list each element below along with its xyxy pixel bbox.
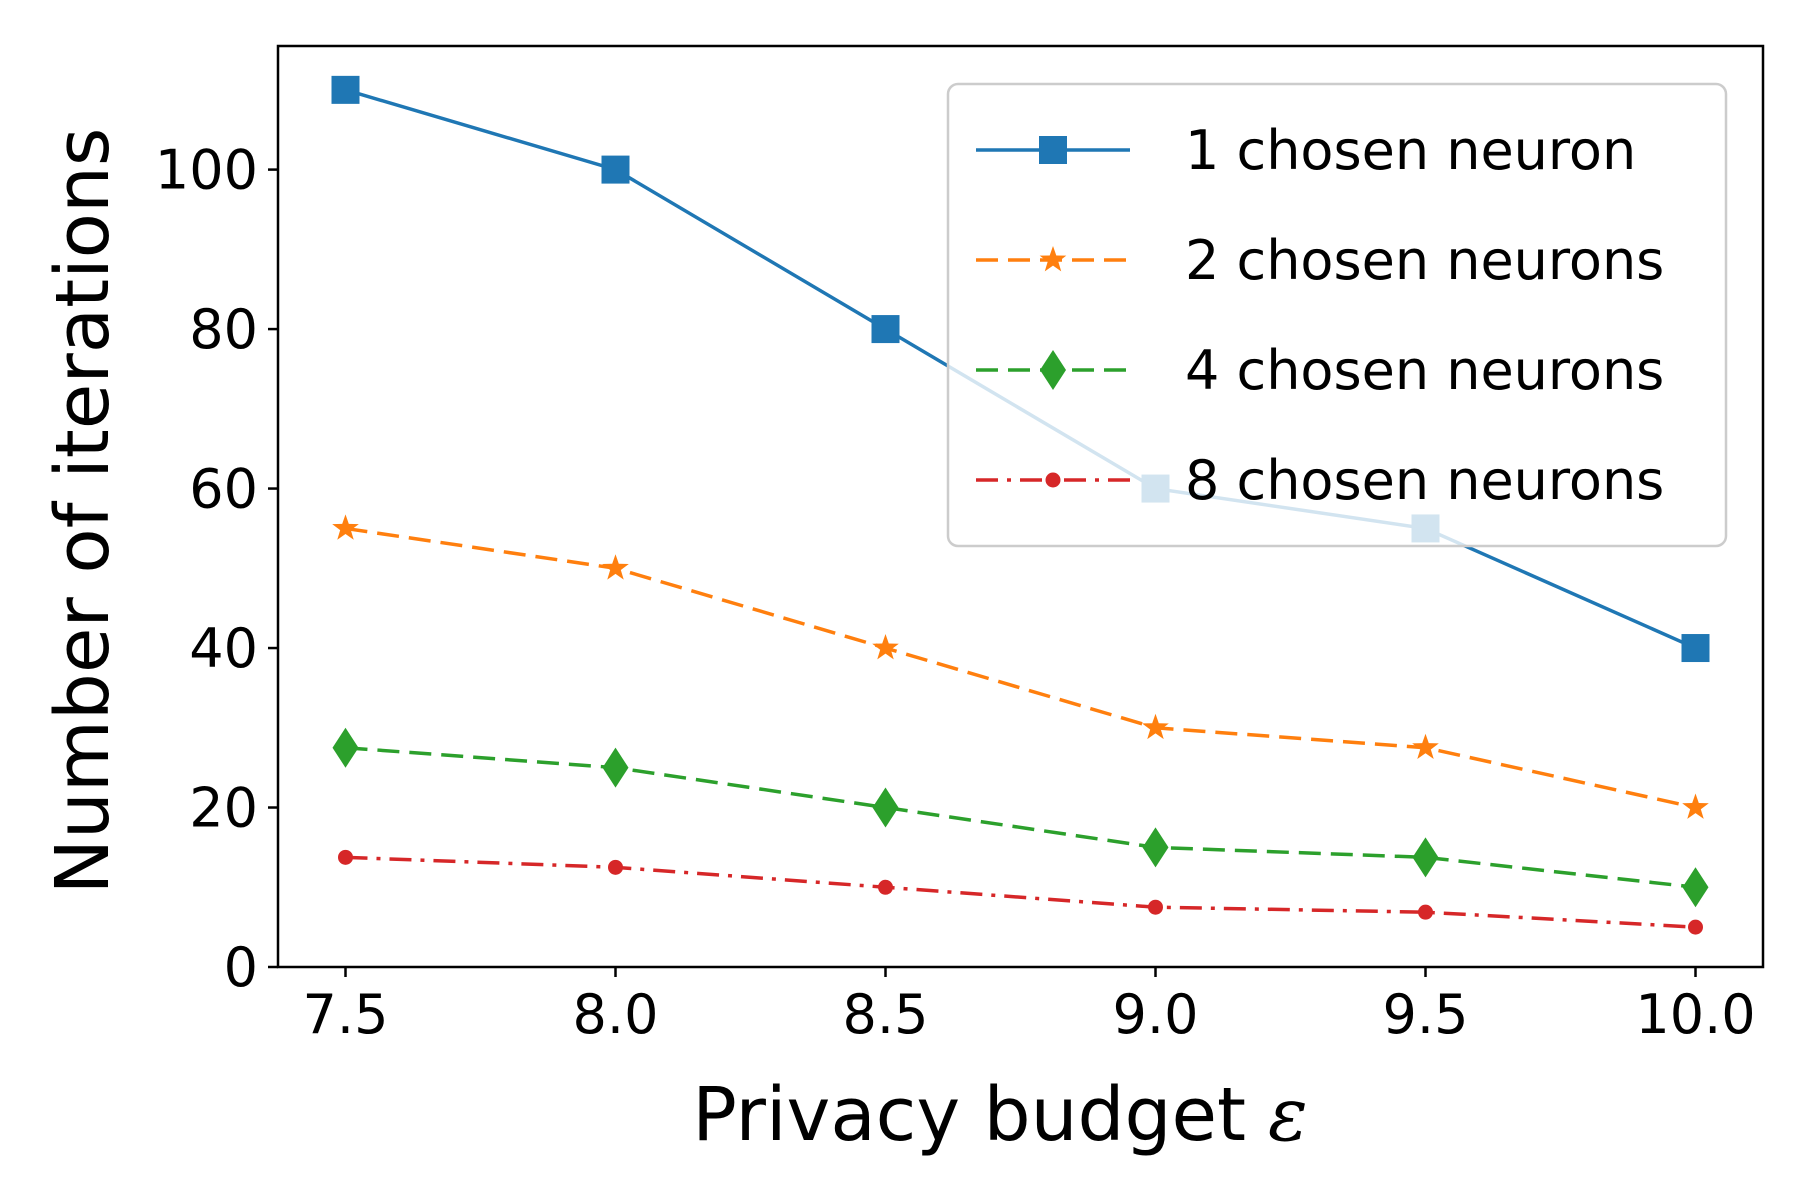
y-axis-ticks: 0 20 40 60 80 100 xyxy=(155,139,278,999)
x-axis-ticks: 7.5 8.0 8.5 9.0 9.5 10.0 xyxy=(303,967,1756,1046)
data-point xyxy=(602,747,629,788)
data-point xyxy=(602,554,629,580)
y-tick-label: 20 xyxy=(189,777,258,840)
data-point xyxy=(1688,919,1703,935)
y-tick-label: 80 xyxy=(189,298,258,361)
data-point xyxy=(331,75,360,104)
x-axis-title: Privacy budget ε xyxy=(692,1072,1308,1158)
data-point xyxy=(878,879,893,895)
legend-label: 4 chosen neurons xyxy=(1185,339,1664,402)
legend-box xyxy=(946,82,1728,548)
data-point xyxy=(332,727,359,768)
x-axis-title-symbol: ε xyxy=(1268,1072,1308,1158)
series-line-4 xyxy=(345,855,1696,929)
legend: 1 chosen neuron 2 chosen neurons 4 chosen … xyxy=(946,82,1728,548)
series-line-2 xyxy=(345,526,1696,810)
data-point xyxy=(1142,713,1169,740)
data-point xyxy=(608,859,623,875)
x-tick-label: 8.0 xyxy=(573,983,659,1046)
data-point xyxy=(1682,867,1709,908)
legend-label: 1 chosen neuron xyxy=(1185,119,1636,182)
x-tick-label: 8.5 xyxy=(843,983,929,1046)
x-tick-label: 9.0 xyxy=(1113,983,1199,1046)
data-point xyxy=(1418,904,1433,920)
data-point xyxy=(1412,837,1439,878)
data-point xyxy=(871,315,900,344)
y-tick-label: 40 xyxy=(189,617,258,680)
y-axis-title: Number of iterations xyxy=(40,128,126,895)
x-tick-label: 10.0 xyxy=(1635,983,1755,1046)
plot-frame xyxy=(276,44,1765,969)
x-tick-label: 7.5 xyxy=(303,983,389,1046)
legend-swatch-marker xyxy=(1039,246,1067,272)
legend-swatch-marker xyxy=(1039,136,1067,164)
data-point xyxy=(338,849,353,865)
data-point xyxy=(601,155,630,184)
series-line-3 xyxy=(345,745,1696,889)
data-point xyxy=(332,514,359,540)
data-point xyxy=(872,787,899,828)
data-point xyxy=(1148,899,1163,915)
data-point xyxy=(1142,827,1169,868)
legend-label: 8 chosen neurons xyxy=(1185,449,1664,512)
y-tick-label: 100 xyxy=(155,139,258,202)
x-axis-title-text: Privacy budget xyxy=(692,1072,1246,1158)
x-tick-label: 9.5 xyxy=(1383,983,1469,1046)
data-point xyxy=(1681,634,1710,663)
legend-label: 2 chosen neurons xyxy=(1185,229,1664,292)
y-tick-label: 0 xyxy=(224,936,258,999)
data-point xyxy=(872,634,899,660)
data-point xyxy=(1682,793,1709,819)
data-point xyxy=(1412,733,1439,760)
legend-swatch-marker xyxy=(1040,350,1066,390)
legend-swatch-marker xyxy=(1045,472,1061,488)
y-tick-label: 60 xyxy=(189,458,258,521)
